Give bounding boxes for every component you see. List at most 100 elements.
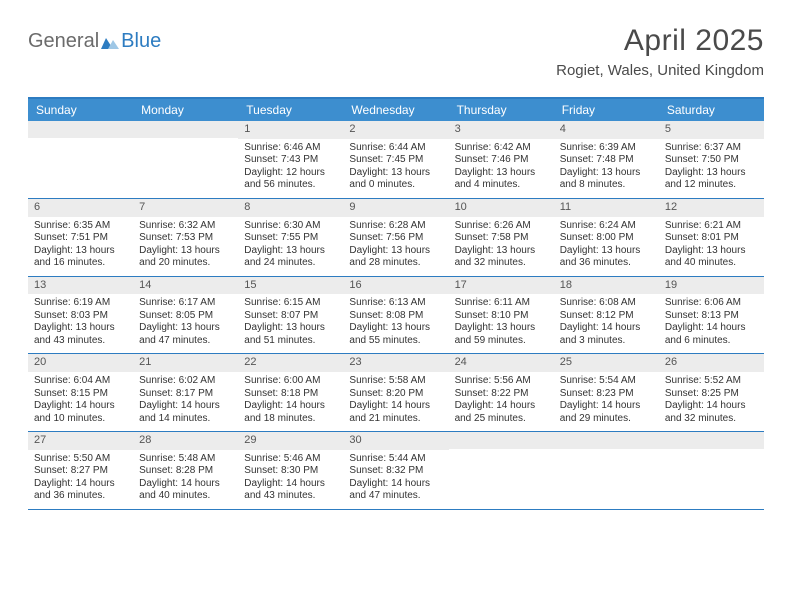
daylight-line1: Daylight: 13 hours (34, 245, 127, 258)
sunrise-text: Sunrise: 6:30 AM (244, 220, 337, 233)
logo-word-1: General (28, 30, 99, 53)
logo-word-2: Blue (121, 30, 161, 53)
week-row: 1Sunrise: 6:46 AMSunset: 7:43 PMDaylight… (28, 121, 764, 199)
sunset-text: Sunset: 8:30 PM (244, 465, 337, 478)
sunset-text: Sunset: 8:12 PM (560, 310, 653, 323)
sunrise-text: Sunrise: 6:17 AM (139, 297, 232, 310)
day-cell: 20Sunrise: 6:04 AMSunset: 8:15 PMDayligh… (28, 354, 133, 431)
sunrise-text: Sunrise: 6:00 AM (244, 375, 337, 388)
day-body: Sunrise: 5:58 AMSunset: 8:20 PMDaylight:… (343, 372, 448, 431)
daylight-line1: Daylight: 13 hours (244, 322, 337, 335)
daylight-line2: and 51 minutes. (244, 335, 337, 348)
day-cell: 15 Sunrise: 6:15 AMSunset: 8:07 PMDayligh… (238, 277, 343, 354)
title-block: April 2025 Rogiet, Wales, United Kingdom (556, 24, 764, 79)
day-body (659, 449, 764, 497)
calendar-page: General Blue April 2025 Rogiet, Wales, U… (0, 0, 792, 522)
daylight-line1: Daylight: 13 hours (349, 245, 442, 258)
day-body: Sunrise: 6:32 AMSunset: 7:53 PMDaylight:… (133, 217, 238, 276)
day-body: Sunrise: 5:46 AMSunset: 8:30 PMDaylight:… (238, 450, 343, 509)
sunset-text: Sunset: 8:27 PM (34, 465, 127, 478)
day-number: 20 (28, 354, 133, 372)
sunrise-text: Sunrise: 6:26 AM (455, 220, 548, 233)
day-cell: 5Sunrise: 6:37 AMSunset: 7:50 PMDaylight… (659, 121, 764, 198)
day-number: 29 (238, 432, 343, 450)
daylight-line1: Daylight: 14 hours (244, 478, 337, 491)
day-cell: 27Sunrise: 5:50 AMSunset: 8:27 PMDayligh… (28, 432, 133, 509)
sunrise-text: Sunrise: 5:58 AM (349, 375, 442, 388)
day-number: 4 (554, 121, 659, 139)
sunrise-text: Sunrise: 6:15 AM (244, 297, 337, 310)
day-body (28, 138, 133, 186)
day-number: 15 (238, 277, 343, 295)
day-cell: 4Sunrise: 6:39 AMSunset: 7:48 PMDaylight… (554, 121, 659, 198)
day-body: Sunrise: 6:44 AMSunset: 7:45 PMDaylight:… (343, 139, 448, 198)
day-cell (133, 121, 238, 198)
dow-sat: Saturday (659, 99, 764, 121)
day-number: 19 (659, 277, 764, 295)
daylight-line2: and 40 minutes. (665, 257, 758, 270)
day-body: Sunrise: 5:50 AMSunset: 8:27 PMDaylight:… (28, 450, 133, 509)
day-body: Sunrise: 6:42 AMSunset: 7:46 PMDaylight:… (449, 139, 554, 198)
day-number: 16 (343, 277, 448, 295)
day-number: 17 (449, 277, 554, 295)
sunrise-text: Sunrise: 6:46 AM (244, 142, 337, 155)
sunset-text: Sunset: 8:03 PM (34, 310, 127, 323)
day-body: Sunrise: 6:30 AMSunset: 7:55 PMDaylight:… (238, 217, 343, 276)
day-body (554, 449, 659, 497)
location-subtitle: Rogiet, Wales, United Kingdom (556, 62, 764, 79)
day-cell: 18Sunrise: 6:08 AMSunset: 8:12 PMDayligh… (554, 277, 659, 354)
calendar-grid: Sunday Monday Tuesday Wednesday Thursday… (28, 97, 764, 510)
day-body: Sunrise: 6:24 AMSunset: 8:00 PMDaylight:… (554, 217, 659, 276)
daylight-line1: Daylight: 14 hours (244, 400, 337, 413)
day-cell: 9Sunrise: 6:28 AMSunset: 7:56 PMDaylight… (343, 199, 448, 276)
day-body: Sunrise: 6:17 AMSunset: 8:05 PMDaylight:… (133, 294, 238, 353)
day-cell: 10Sunrise: 6:26 AMSunset: 7:58 PMDayligh… (449, 199, 554, 276)
sunset-text: Sunset: 8:10 PM (455, 310, 548, 323)
sunset-text: Sunset: 7:46 PM (455, 154, 548, 167)
day-number (133, 121, 238, 138)
day-number (659, 432, 764, 449)
sunrise-text: Sunrise: 5:54 AM (560, 375, 653, 388)
sunset-text: Sunset: 8:25 PM (665, 388, 758, 401)
day-body: Sunrise: 6:28 AMSunset: 7:56 PMDaylight:… (343, 217, 448, 276)
dow-sun: Sunday (28, 99, 133, 121)
day-cell: 26Sunrise: 5:52 AMSunset: 8:25 PMDayligh… (659, 354, 764, 431)
day-number: 28 (133, 432, 238, 450)
day-body: Sunrise: 6:04 AMSunset: 8:15 PMDaylight:… (28, 372, 133, 431)
sunset-text: Sunset: 8:07 PM (244, 310, 337, 323)
dow-tue: Tuesday (238, 99, 343, 121)
sunrise-text: Sunrise: 6:42 AM (455, 142, 548, 155)
day-body: Sunrise: 5:52 AMSunset: 8:25 PMDaylight:… (659, 372, 764, 431)
sunset-text: Sunset: 7:55 PM (244, 232, 337, 245)
day-cell: 16Sunrise: 6:13 AMSunset: 8:08 PMDayligh… (343, 277, 448, 354)
sunrise-text: Sunrise: 6:39 AM (560, 142, 653, 155)
day-number: 12 (659, 199, 764, 217)
day-number: 24 (449, 354, 554, 372)
sunrise-text: Sunrise: 6:28 AM (349, 220, 442, 233)
daylight-line1: Daylight: 13 hours (139, 245, 232, 258)
day-number (554, 432, 659, 449)
sunrise-text: Sunrise: 6:32 AM (139, 220, 232, 233)
sunrise-text: Sunrise: 6:04 AM (34, 375, 127, 388)
daylight-line2: and 56 minutes. (244, 179, 337, 192)
daylight-line2: and 21 minutes. (349, 413, 442, 426)
daylight-line2: and 28 minutes. (349, 257, 442, 270)
sunset-text: Sunset: 7:50 PM (665, 154, 758, 167)
day-cell: 14Sunrise: 6:17 AMSunset: 8:05 PMDayligh… (133, 277, 238, 354)
day-number: 8 (238, 199, 343, 217)
daylight-line2: and 20 minutes. (139, 257, 232, 270)
day-cell: 29Sunrise: 5:46 AMSunset: 8:30 PMDayligh… (238, 432, 343, 509)
sunset-text: Sunset: 8:08 PM (349, 310, 442, 323)
day-body: Sunrise: 6:46 AMSunset: 7:43 PMDaylight:… (238, 139, 343, 198)
day-body (133, 138, 238, 186)
day-cell: 11Sunrise: 6:24 AMSunset: 8:00 PMDayligh… (554, 199, 659, 276)
daylight-line1: Daylight: 14 hours (455, 400, 548, 413)
sunset-text: Sunset: 7:56 PM (349, 232, 442, 245)
daylight-line1: Daylight: 14 hours (665, 400, 758, 413)
day-cell: 13Sunrise: 6:19 AMSunset: 8:03 PMDayligh… (28, 277, 133, 354)
day-cell: 28Sunrise: 5:48 AMSunset: 8:28 PMDayligh… (133, 432, 238, 509)
daylight-line2: and 43 minutes. (244, 490, 337, 503)
daylight-line1: Daylight: 13 hours (34, 322, 127, 335)
day-number: 27 (28, 432, 133, 450)
daylight-line2: and 32 minutes. (455, 257, 548, 270)
